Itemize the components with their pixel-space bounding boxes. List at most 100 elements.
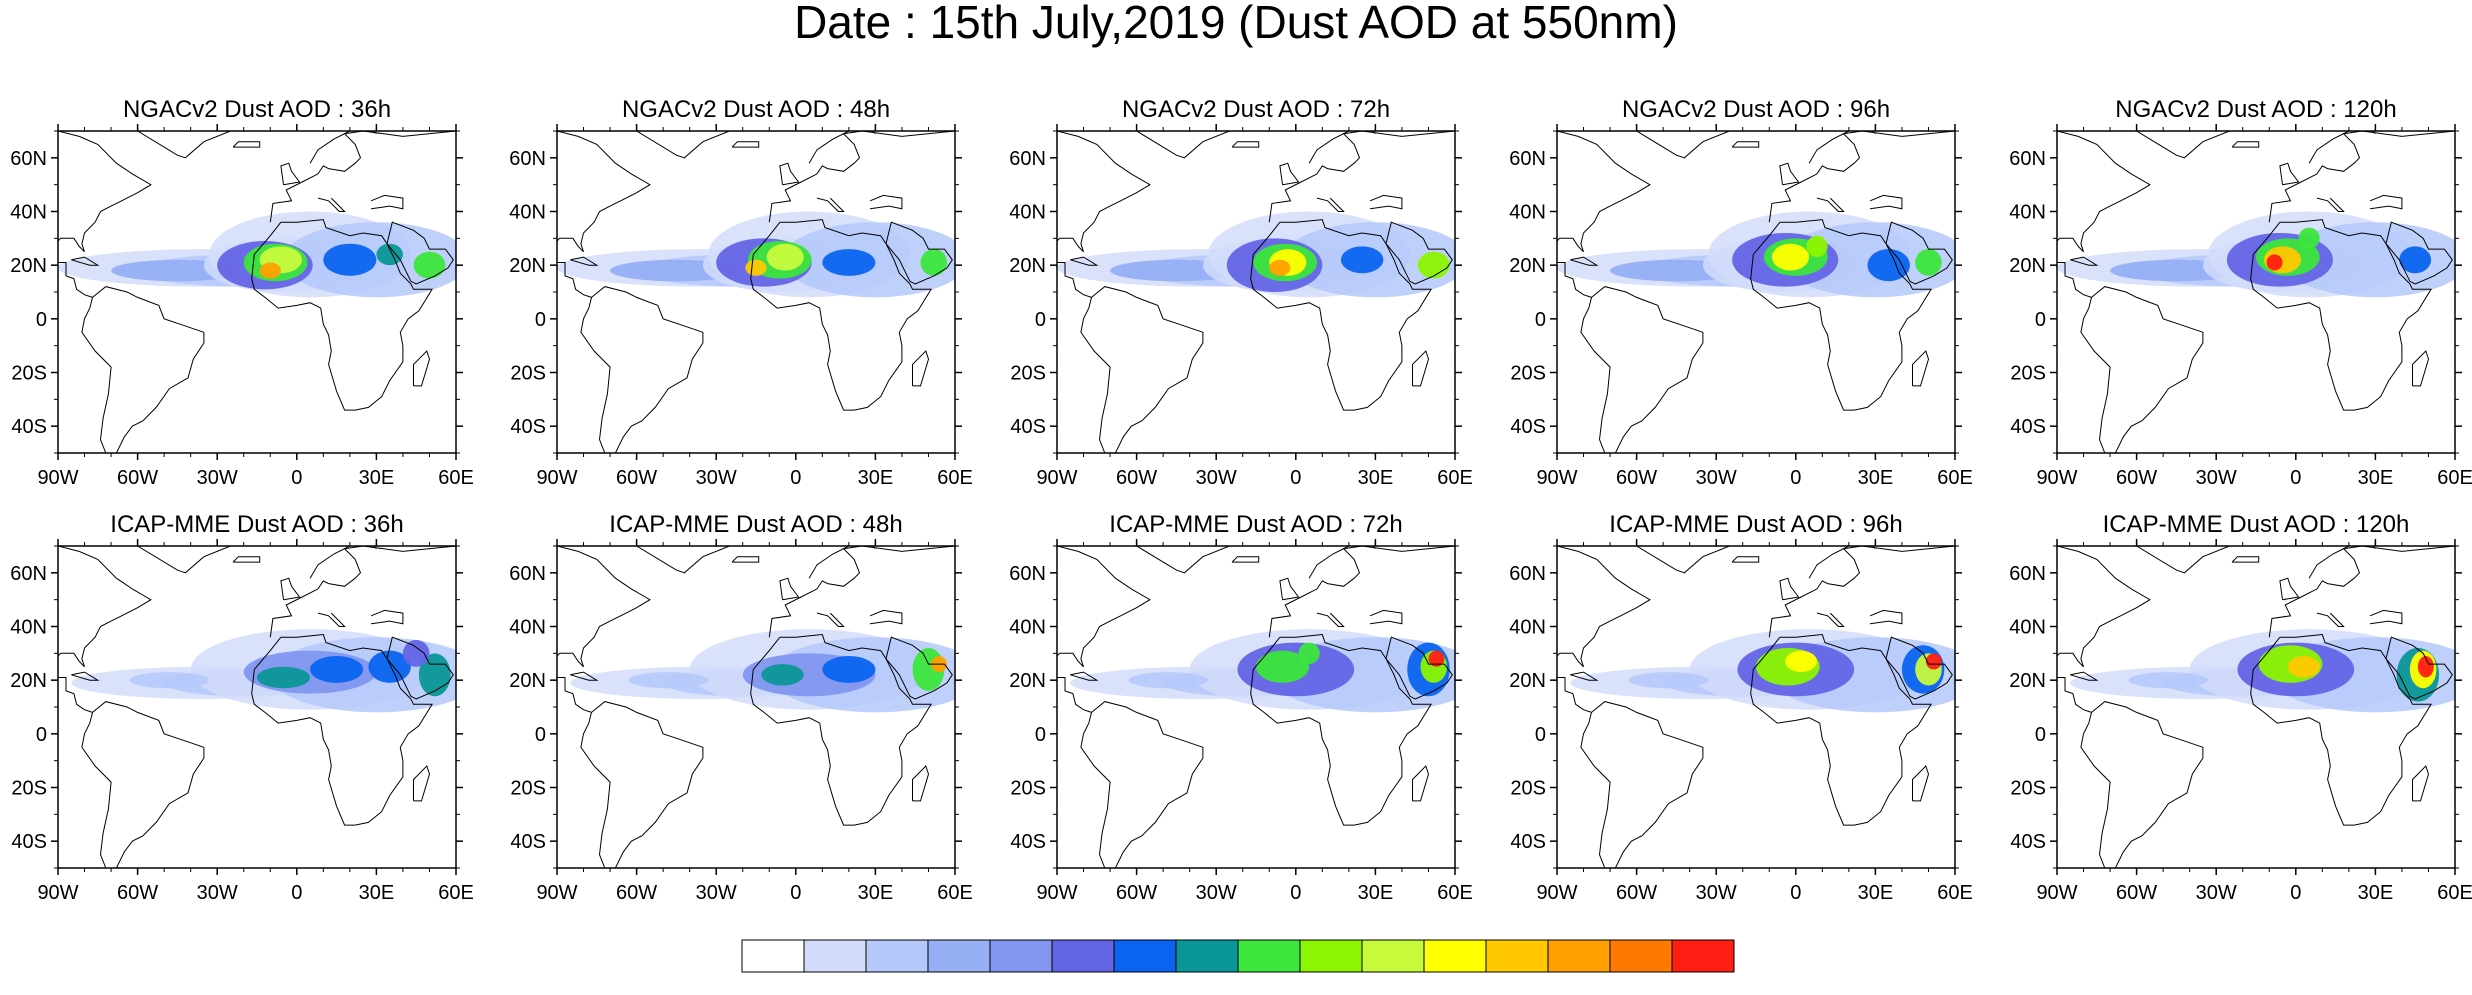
map-content (1057, 131, 1455, 453)
coastline (251, 633, 433, 826)
x-tick-label: 30W (1696, 467, 1737, 489)
coastline (2412, 765, 2430, 802)
dust-region (2266, 254, 2283, 271)
coastline (280, 162, 301, 186)
colorbar-swatch (803, 939, 867, 973)
coastline (1070, 671, 1099, 681)
map-panel: ICAP-MME Dust AOD : 36h 90W 60W 30W 0 30E 60E 6… (10, 511, 474, 904)
coastline (1070, 256, 1099, 266)
x-tick-label: 0 (1790, 882, 1801, 904)
map-content (1557, 131, 1955, 453)
y-tick-label: 0 (1535, 309, 1546, 331)
x-tick-label: 90W (536, 882, 577, 904)
x-tick-label: 30W (2196, 882, 2237, 904)
coastline (1102, 546, 1230, 574)
y-tick-label: 20N (509, 670, 546, 692)
colorbar-swatch (927, 939, 991, 973)
coastline (1570, 256, 1599, 266)
map-panel: NGACv2 Dust AOD : 48h 90W 60W 30W 0 30E 60E 60N… (509, 96, 973, 489)
coastline (232, 141, 261, 148)
colorbar-swatch (1237, 939, 1301, 973)
figure-title: Date : 15th July,2019 (Dust AOD at 550nm… (794, 0, 1678, 48)
coastline (386, 221, 454, 285)
coastline (808, 131, 876, 164)
x-tick-label: 90W (2036, 467, 2077, 489)
coastline (2057, 546, 2151, 668)
y-tick-label: 0 (1035, 724, 1046, 746)
dust-region (1269, 259, 1291, 276)
panel-title: NGACv2 Dust AOD : 36h (123, 96, 391, 123)
coastline (309, 546, 377, 579)
x-tick-label: 0 (790, 882, 801, 904)
x-tick-label: 30E (2358, 882, 2394, 904)
y-tick-label: 0 (2035, 309, 2046, 331)
x-tick-label: 30E (1358, 882, 1394, 904)
coastline (1602, 131, 1730, 159)
coastline (1557, 262, 1592, 298)
x-tick-label: 0 (1290, 467, 1301, 489)
dust-region (1128, 672, 1209, 689)
x-tick-label: 60W (117, 467, 158, 489)
map-panel: ICAP-MME Dust AOD : 72h 90W 60W 30W 0 30E 60E 6… (1009, 511, 1473, 904)
coastline (1580, 701, 1704, 868)
colorbar-swatch (865, 939, 929, 973)
coastline (103, 546, 231, 574)
x-tick-label: 0 (291, 467, 302, 489)
x-tick-label: 30E (359, 467, 395, 489)
x-tick-label: 60E (438, 882, 474, 904)
y-tick-label: 40N (10, 202, 47, 224)
coastline (2057, 262, 2092, 298)
map-content (1057, 546, 1455, 868)
coastline (602, 546, 730, 574)
coastline (602, 131, 730, 159)
x-tick-label: 60E (1937, 882, 1973, 904)
y-tick-label: 0 (36, 309, 47, 331)
map-content (2057, 131, 2455, 453)
x-tick-label: 90W (536, 467, 577, 489)
map-content (58, 546, 456, 868)
coastline (557, 677, 592, 713)
y-tick-label: 40N (1009, 202, 1046, 224)
x-tick-label: 60W (1616, 882, 1657, 904)
coastline (731, 141, 760, 148)
coastline (1557, 677, 1592, 713)
coastline (269, 131, 456, 223)
coastline (816, 197, 845, 212)
coastline (2385, 636, 2453, 700)
y-tick-label: 0 (2035, 724, 2046, 746)
x-tick-label: 30W (1196, 467, 1237, 489)
y-tick-label: 20N (1009, 670, 1046, 692)
y-tick-label: 20N (10, 255, 47, 277)
coastline (1580, 286, 1704, 453)
x-tick-label: 90W (1536, 882, 1577, 904)
colorbar-swatch (1175, 939, 1239, 973)
coastline (1779, 162, 1800, 186)
coastline (1279, 162, 1300, 186)
colorbar-swatch (1299, 939, 1363, 973)
dust-region (1925, 653, 1942, 670)
coastline (580, 286, 704, 453)
coastline (58, 131, 152, 253)
coastline (370, 609, 404, 625)
x-tick-label: 30E (1858, 882, 1894, 904)
y-tick-label: 40N (509, 617, 546, 639)
y-tick-label: 20N (2009, 670, 2046, 692)
map-content (1557, 546, 1955, 868)
coastline (2316, 612, 2345, 627)
coastline (58, 677, 93, 713)
y-tick-label: 60N (1509, 148, 1546, 170)
coastline (1731, 141, 1760, 148)
y-tick-label: 40N (1009, 617, 1046, 639)
x-tick-label: 60W (616, 467, 657, 489)
x-tick-label: 90W (37, 467, 78, 489)
y-tick-label: 20S (1510, 363, 1546, 385)
coastline (386, 636, 454, 700)
coastline (750, 219, 932, 411)
x-tick-label: 0 (291, 882, 302, 904)
coastline (1308, 546, 1376, 579)
coastline (1231, 141, 1260, 148)
coastline (1316, 612, 1345, 627)
colorbar: 0.050.10.20.30.40.50.60.70.80.911.11.21.… (741, 939, 1735, 973)
y-tick-label: 20S (11, 778, 47, 800)
